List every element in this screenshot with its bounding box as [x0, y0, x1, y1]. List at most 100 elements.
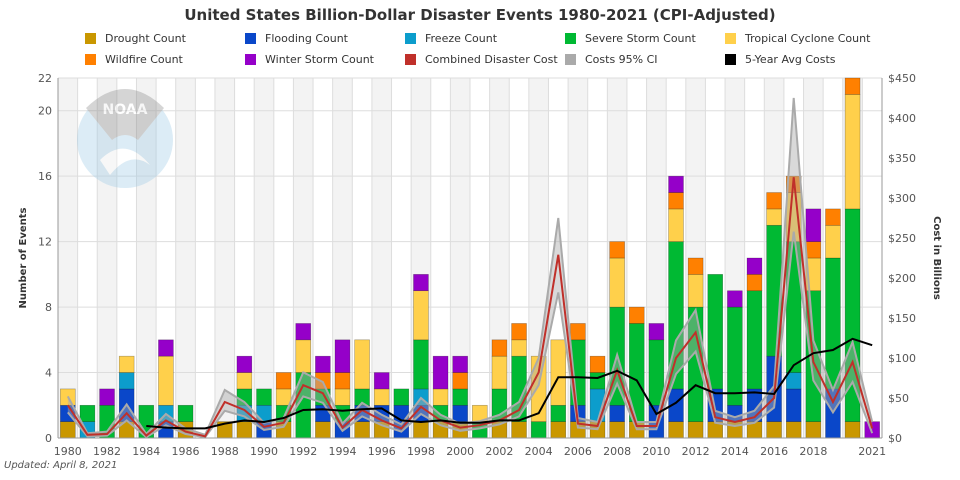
bar-segment — [805, 241, 822, 259]
legend-label: Drought Count — [105, 32, 186, 45]
bar-segment — [158, 355, 174, 406]
legend-item[interactable]: 5-Year Avg Costs — [725, 53, 836, 66]
noaa-logo-text: NOAA — [103, 102, 148, 118]
legend-swatch — [85, 33, 96, 44]
bar-segment — [589, 372, 606, 390]
legend-item[interactable]: Freeze Count — [405, 32, 497, 45]
bar-segment — [118, 355, 135, 373]
bar-segment — [452, 372, 468, 390]
bar-segment — [452, 355, 468, 373]
year-band — [214, 78, 235, 438]
y-tick-label: 0 — [45, 432, 52, 445]
bar-segment — [785, 421, 802, 439]
bar-segment — [550, 421, 567, 439]
bar-segment — [825, 208, 841, 226]
bar-segment — [844, 94, 861, 210]
bar-segment — [118, 372, 135, 390]
legend-swatch — [725, 54, 736, 65]
bar-segment — [491, 339, 508, 357]
bar-segment — [629, 306, 645, 324]
x-tick-label: 1996 — [368, 445, 396, 458]
bar-segment — [668, 421, 684, 439]
y2-tick-label: $150 — [888, 312, 916, 325]
y-tick-label: 8 — [45, 301, 52, 314]
bar-segment — [511, 339, 527, 357]
bar-segment — [256, 388, 272, 406]
bar-segment — [825, 257, 841, 390]
bar-segment — [354, 421, 370, 439]
legend-item[interactable]: Drought Count — [85, 32, 186, 45]
bar-segment — [334, 339, 351, 373]
y-axis-label: Number of Events — [18, 207, 29, 308]
legend-item[interactable]: Wildfire Count — [85, 53, 183, 66]
bar-segment — [432, 355, 449, 390]
x-tick-label: 2010 — [642, 445, 670, 458]
bar-segment — [373, 372, 390, 390]
y2-tick-label: $200 — [888, 272, 916, 285]
y2-tick-label: $300 — [888, 192, 916, 205]
legend-item[interactable]: Flooding Count — [245, 32, 348, 45]
bar-segment — [609, 257, 625, 308]
legend-label: 5-Year Avg Costs — [745, 53, 836, 66]
bar-segment — [99, 388, 115, 406]
legend-item[interactable]: Winter Storm Count — [245, 53, 374, 66]
bar-segment — [746, 274, 763, 292]
bar-segment — [766, 208, 782, 226]
bar-segment — [785, 388, 802, 422]
x-tick-label: 1988 — [211, 445, 239, 458]
legend-item[interactable]: Tropical Cyclone Count — [725, 32, 870, 45]
legend-swatch — [405, 54, 416, 65]
year-band — [58, 78, 78, 438]
x-tick-label: 1994 — [328, 445, 356, 458]
y2-tick-label: $450 — [888, 72, 916, 85]
legend-label: Tropical Cyclone Count — [745, 32, 871, 45]
bar-segment — [766, 192, 782, 210]
bar-segment — [687, 257, 704, 275]
five-year-avg-line — [146, 337, 873, 430]
year-band — [175, 78, 196, 438]
bar-segment — [668, 208, 684, 242]
y-tick-label: 16 — [38, 170, 52, 183]
bar-segment — [315, 421, 331, 439]
y-tick-label: 22 — [38, 72, 52, 85]
bar-segment — [825, 224, 841, 259]
year-band — [97, 78, 117, 438]
bar-segment — [805, 208, 822, 242]
bar-segment — [79, 404, 96, 422]
y2-tick-label: $400 — [888, 112, 916, 125]
bar-segment — [844, 421, 861, 439]
legend-item[interactable]: Combined Disaster Cost — [405, 53, 558, 66]
bar-segment — [60, 421, 76, 439]
year-band — [450, 78, 470, 438]
legend-item[interactable]: Severe Storm Count — [565, 32, 696, 45]
y-tick-label: 4 — [45, 367, 52, 380]
y2-tick-label: $350 — [888, 152, 916, 165]
x-tick-label: 1986 — [172, 445, 200, 458]
bar-segment — [785, 372, 802, 390]
bar-segment — [334, 372, 351, 390]
year-band — [254, 78, 274, 438]
x-tick-label: 2021 — [858, 445, 886, 458]
bar-segment — [158, 339, 174, 357]
bar-segment — [413, 274, 429, 292]
year-band — [136, 78, 157, 438]
x-tick-label: 2000 — [446, 445, 474, 458]
legend-label: Combined Disaster Cost — [425, 53, 558, 66]
bar-segment — [530, 421, 547, 439]
x-tick-label: 1990 — [250, 445, 278, 458]
x-tick-label: 1998 — [407, 445, 435, 458]
bar-segment — [668, 192, 684, 210]
y2-axis-label: Cost in Billions — [931, 216, 942, 300]
legend-label: Wildfire Count — [105, 53, 183, 66]
x-tick-label: 2012 — [682, 445, 710, 458]
bar-segment — [236, 355, 253, 373]
bar-segment — [354, 339, 370, 390]
y2-tick-label: $0 — [888, 432, 902, 445]
bar-segment — [727, 306, 743, 406]
bar-segment — [334, 388, 351, 406]
noaa-logo-gull — [100, 148, 150, 175]
legend-item[interactable]: Costs 95% CI — [565, 53, 658, 66]
bar-segment — [687, 421, 704, 439]
bar-segment — [609, 241, 625, 259]
